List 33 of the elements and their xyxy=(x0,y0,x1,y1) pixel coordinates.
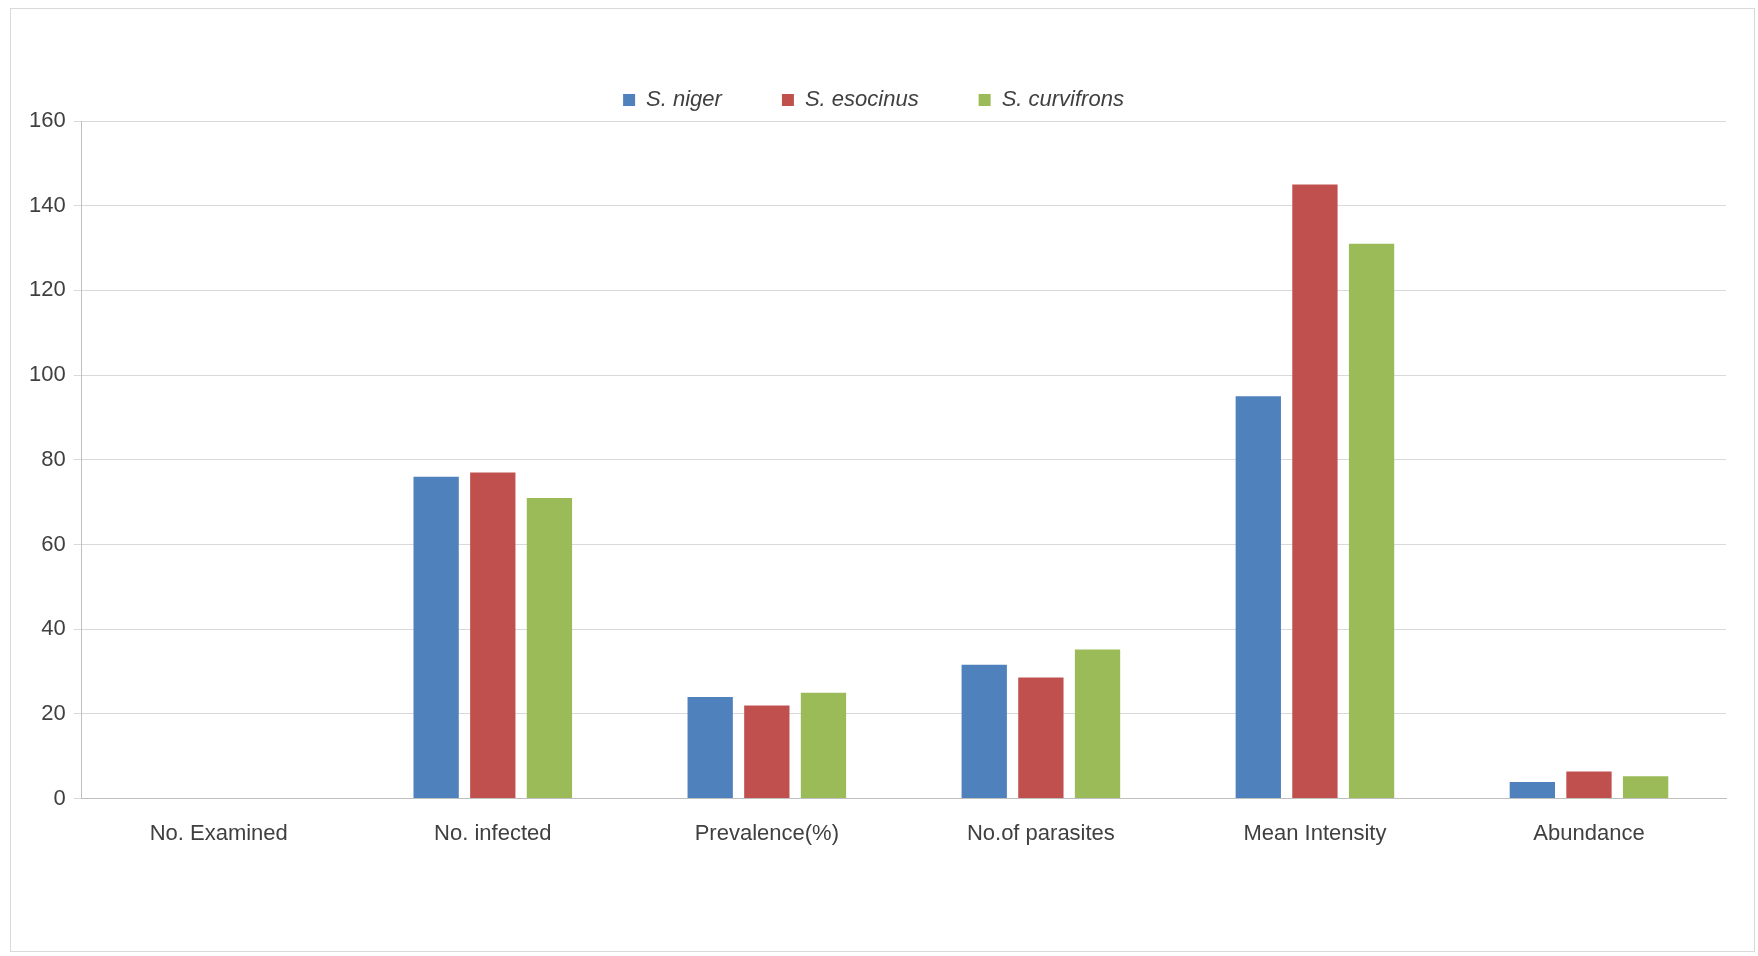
bar xyxy=(413,476,459,799)
bar xyxy=(1509,782,1555,799)
y-tick-label: 160 xyxy=(28,107,66,133)
y-tick-label: 140 xyxy=(28,191,66,217)
y-tick-label: 0 xyxy=(53,784,66,810)
legend-label: S. esocinus xyxy=(804,86,919,112)
y-tick-label: 60 xyxy=(41,530,66,556)
y-tick-label: 80 xyxy=(41,445,66,471)
y-tick-label: 100 xyxy=(28,361,66,387)
y-tick-label: 120 xyxy=(28,276,66,302)
legend-label: S. niger xyxy=(646,86,724,112)
bar xyxy=(1566,771,1612,799)
bar xyxy=(1235,396,1281,799)
bar xyxy=(1074,649,1121,799)
bar xyxy=(961,664,1007,799)
x-tick-label: Prevalence(%) xyxy=(694,819,839,845)
bar xyxy=(800,692,847,799)
bar xyxy=(526,497,573,799)
bar xyxy=(744,705,790,799)
x-tick-label: No. infected xyxy=(434,819,552,845)
x-tick-label: No. Examined xyxy=(149,819,288,845)
x-tick-label: No.of parasites xyxy=(966,819,1115,845)
y-tick-label: 40 xyxy=(41,615,66,641)
bar xyxy=(687,696,733,799)
bar xyxy=(1292,184,1338,799)
bar xyxy=(1348,243,1395,799)
bar xyxy=(1018,677,1064,799)
bar xyxy=(470,472,516,799)
legend-label: S. curvifrons xyxy=(1001,86,1124,112)
y-tick-label: 20 xyxy=(41,699,66,725)
x-tick-label: Abundance xyxy=(1533,819,1645,845)
bar xyxy=(1622,776,1669,799)
x-tick-label: Mean Intensity xyxy=(1243,819,1387,845)
